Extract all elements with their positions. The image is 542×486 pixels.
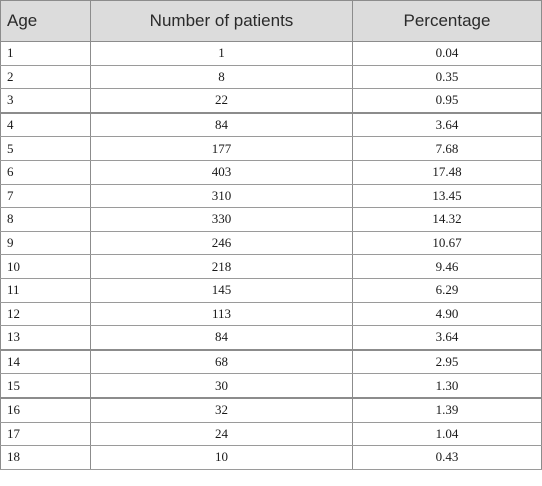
cell-percentage: 1.39 [352,396,542,423]
table-row: 2 8 0.35 [0,65,542,90]
cell-percentage: 1.30 [352,373,542,399]
cell-percentage: 2.95 [352,348,542,375]
cell-percentage: 0.35 [352,65,542,90]
cell-percentage: 10.67 [352,231,542,256]
cell-percentage: 13.45 [352,184,542,209]
table-row: 12 113 4.90 [0,302,542,327]
cell-age: 9 [0,231,91,256]
cell-percentage: 0.43 [352,445,542,470]
cell-percentage: 17.48 [352,160,542,185]
cell-patients: 246 [90,231,353,256]
cell-patients: 145 [90,278,353,303]
cell-percentage: 0.04 [352,41,542,66]
cell-patients: 22 [90,88,353,114]
cell-age: 10 [0,254,91,279]
cell-age: 11 [0,278,91,303]
cell-age: 2 [0,65,91,90]
cell-patients: 24 [90,422,353,447]
header-percentage: Percentage [352,0,542,42]
table-row: 18 10 0.43 [0,445,542,470]
cell-age: 16 [0,396,91,423]
table-row: 5 177 7.68 [0,136,542,161]
table-row: 13 84 3.64 [0,325,542,351]
table-row: 10 218 9.46 [0,254,542,279]
table-row: 3 22 0.95 [0,88,542,114]
cell-patients: 113 [90,302,353,327]
cell-percentage: 4.90 [352,302,542,327]
table-row: 9 246 10.67 [0,231,542,256]
header-number-of-patients: Number of patients [90,0,353,42]
cell-percentage: 9.46 [352,254,542,279]
cell-patients: 330 [90,207,353,232]
cell-percentage: 14.32 [352,207,542,232]
cell-patients: 84 [90,325,353,351]
cell-patients: 30 [90,373,353,399]
cell-age: 7 [0,184,91,209]
header-age: Age [0,0,91,42]
cell-percentage: 6.29 [352,278,542,303]
cell-age: 3 [0,88,91,114]
cell-age: 18 [0,445,91,470]
cell-patients: 177 [90,136,353,161]
cell-age: 12 [0,302,91,327]
cell-age: 15 [0,373,91,399]
table-row: 8 330 14.32 [0,207,542,232]
cell-age: 6 [0,160,91,185]
table-row: 1 1 0.04 [0,41,542,66]
cell-percentage: 3.64 [352,111,542,138]
cell-age: 14 [0,348,91,375]
data-table: Age Number of patients Percentage 1 1 0.04… [0,0,542,470]
cell-percentage: 7.68 [352,136,542,161]
table-row: 15 30 1.30 [0,373,542,399]
cell-percentage: 1.04 [352,422,542,447]
header-row: Age Number of patients Percentage [0,0,542,42]
table-body: 1 1 0.04 2 8 0.35 3 22 0.95 4 84 3.64 5 177 7.68 6 403 17… [0,41,542,470]
cell-patients: 32 [90,396,353,423]
cell-patients: 1 [90,41,353,66]
cell-patients: 8 [90,65,353,90]
cell-patients: 310 [90,184,353,209]
table-row: 16 32 1.39 [0,396,542,423]
table-row: 17 24 1.04 [0,422,542,447]
cell-patients: 68 [90,348,353,375]
cell-patients: 84 [90,111,353,138]
cell-age: 8 [0,207,91,232]
table-row: 6 403 17.48 [0,160,542,185]
cell-age: 5 [0,136,91,161]
cell-age: 17 [0,422,91,447]
cell-patients: 403 [90,160,353,185]
table-row: 11 145 6.29 [0,278,542,303]
table-row: 7 310 13.45 [0,184,542,209]
cell-age: 13 [0,325,91,351]
cell-age: 1 [0,41,91,66]
table-row: 14 68 2.95 [0,348,542,375]
cell-age: 4 [0,111,91,138]
cell-patients: 218 [90,254,353,279]
cell-percentage: 0.95 [352,88,542,114]
table-row: 4 84 3.64 [0,111,542,138]
cell-percentage: 3.64 [352,325,542,351]
cell-patients: 10 [90,445,353,470]
